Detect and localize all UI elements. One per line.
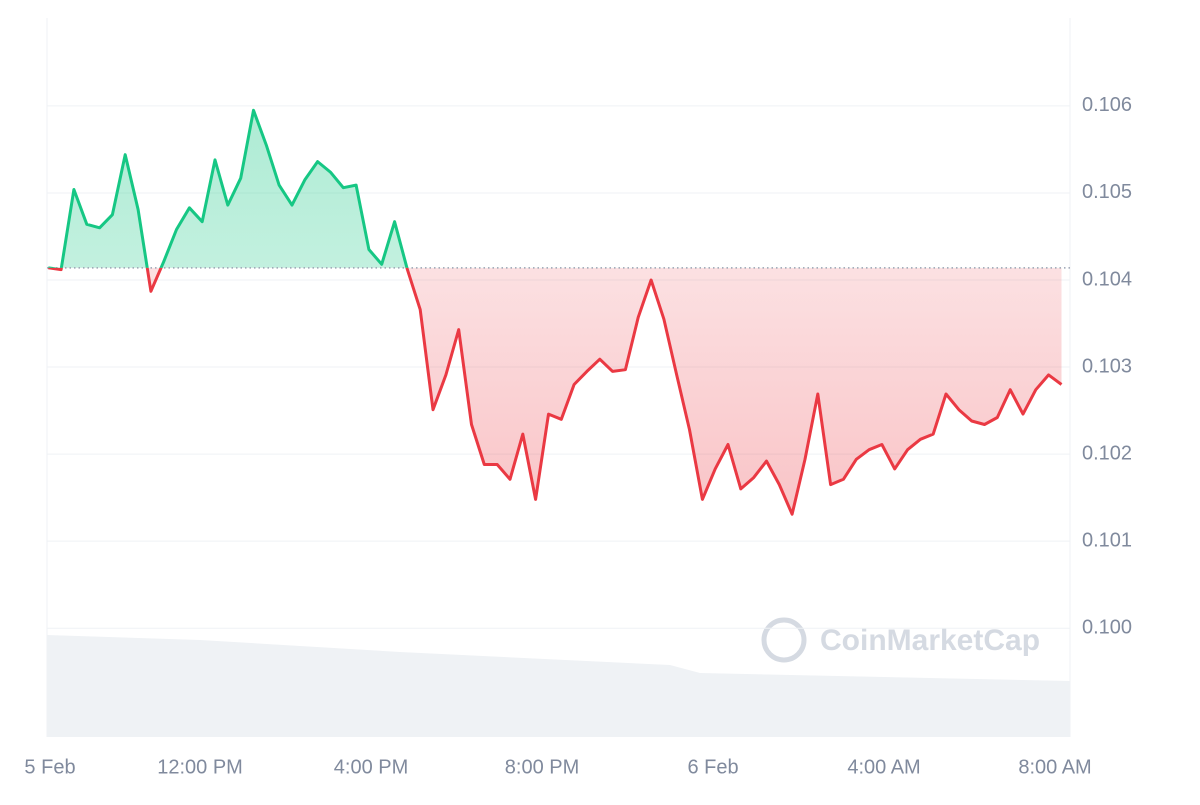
y-tick-label: 0.100 <box>1082 616 1132 638</box>
y-tick-label: 0.102 <box>1082 442 1132 464</box>
x-tick-label: 4:00 PM <box>334 756 408 778</box>
y-tick-label: 0.103 <box>1082 355 1132 377</box>
price-line-down <box>48 267 1063 516</box>
x-tick-label: 8:00 AM <box>1018 756 1091 778</box>
watermark: CoinMarketCap <box>761 617 1040 663</box>
y-tick-label: 0.105 <box>1082 181 1132 203</box>
plot: 0.100 0.101 0.102 0.103 0.104 0.105 0.106 5 Feb… <box>24 94 1132 778</box>
area-up <box>48 110 1062 268</box>
volume-area <box>47 635 1070 737</box>
y-tick-label: 0.101 <box>1082 529 1132 551</box>
x-tick-label: 12:00 PM <box>157 756 243 778</box>
watermark-logo <box>761 617 807 663</box>
price-line-up <box>48 108 409 268</box>
watermark-text: CoinMarketCap <box>820 624 1040 657</box>
x-tick-label: 6 Feb <box>687 756 738 778</box>
x-tick-label: 5 Feb <box>24 756 75 778</box>
x-tick-label: 8:00 PM <box>505 756 579 778</box>
y-tick-label: 0.104 <box>1082 268 1132 290</box>
y-tick-label: 0.106 <box>1082 94 1132 116</box>
x-tick-label: 4:00 AM <box>847 756 920 778</box>
area-down <box>48 267 1062 515</box>
